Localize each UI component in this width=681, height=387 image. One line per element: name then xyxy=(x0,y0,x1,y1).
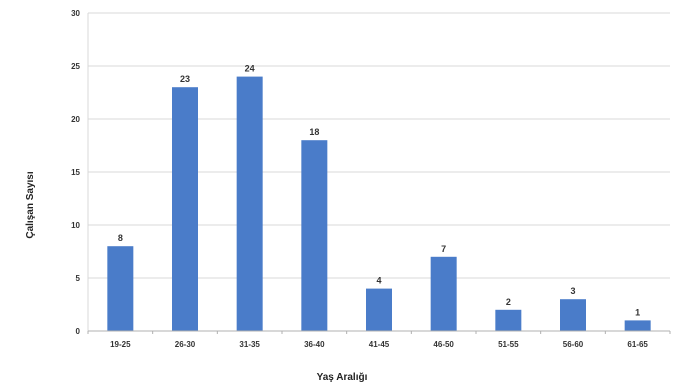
data-label: 18 xyxy=(309,127,319,137)
bar xyxy=(366,288,392,331)
data-label: 24 xyxy=(245,64,255,74)
data-label: 4 xyxy=(376,276,381,286)
x-category-label: 19-25 xyxy=(110,340,131,349)
bar xyxy=(301,140,328,331)
y-tick-label: 15 xyxy=(71,168,80,177)
y-tick-label: 20 xyxy=(71,115,80,124)
y-tick-label: 5 xyxy=(76,274,81,283)
bar xyxy=(107,246,134,331)
x-category-label: 26-30 xyxy=(175,340,196,349)
x-category-label: 31-35 xyxy=(239,340,260,349)
bar xyxy=(560,299,586,331)
bar xyxy=(495,309,522,331)
data-label: 7 xyxy=(441,244,446,254)
y-tick-label: 25 xyxy=(71,62,80,71)
x-category-label: 36-40 xyxy=(304,340,325,349)
x-axis-categories: 19-25 26-30 31-35 36-40 41-45 46-50 51-55 56-60… xyxy=(87,331,671,349)
data-label: 8 xyxy=(118,233,123,243)
y-axis-title: Çalışan Sayısı xyxy=(25,171,36,238)
bar xyxy=(236,76,263,331)
bar xyxy=(172,87,198,331)
x-category-label: 46-50 xyxy=(433,340,454,349)
bar xyxy=(430,256,457,331)
y-tick-label: 0 xyxy=(76,327,81,336)
data-label: 23 xyxy=(180,74,190,84)
x-axis-title: Yaş Aralığı xyxy=(317,372,368,383)
bar xyxy=(624,320,651,331)
x-category-label: 61-65 xyxy=(627,340,648,349)
data-label: 1 xyxy=(635,307,640,317)
bars xyxy=(107,76,651,331)
data-label: 3 xyxy=(570,286,575,296)
y-tick-label: 10 xyxy=(71,221,80,230)
y-tick-label: 30 xyxy=(71,9,80,18)
x-category-label: 41-45 xyxy=(369,340,390,349)
data-label: 2 xyxy=(506,297,511,307)
y-axis-ticks: 0 5 10 15 20 25 30 xyxy=(71,9,80,336)
x-category-label: 51-55 xyxy=(498,340,519,349)
x-category-label: 56-60 xyxy=(563,340,584,349)
